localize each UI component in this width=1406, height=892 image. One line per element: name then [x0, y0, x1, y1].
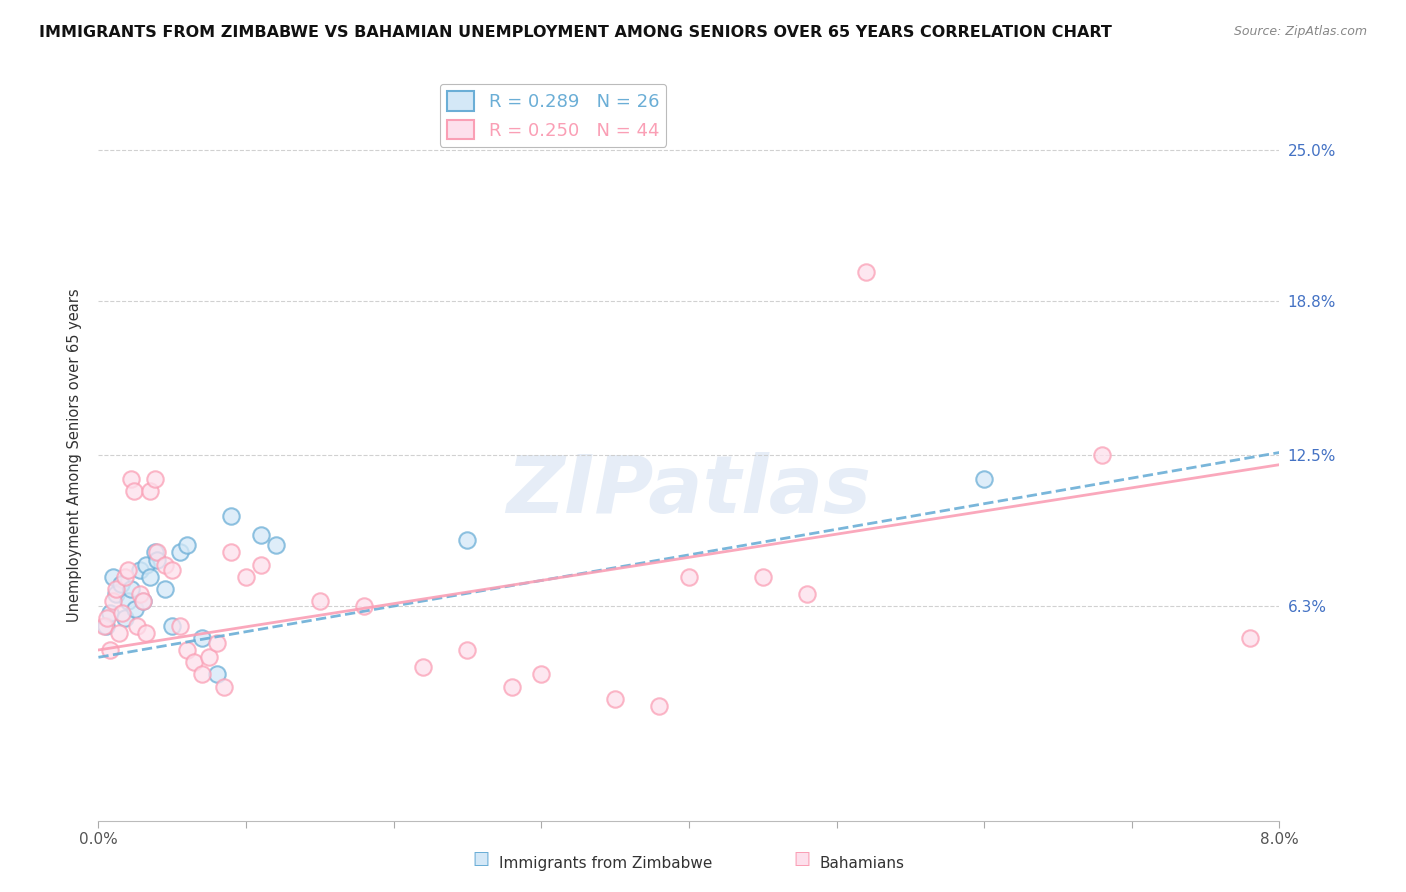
Point — [103, 594, 125, 608]
Point — [205, 635, 228, 649]
Point — [128, 562, 150, 576]
Point — [796, 587, 818, 601]
Point — [111, 607, 134, 621]
Text: Source: ZipAtlas.com: Source: ZipAtlas.com — [1233, 25, 1367, 38]
Point — [146, 545, 169, 559]
Point — [98, 643, 121, 657]
Text: □: □ — [472, 850, 489, 868]
Point — [162, 618, 183, 632]
Point — [250, 528, 273, 542]
Point — [117, 562, 139, 576]
Point — [1091, 448, 1114, 462]
Point — [128, 587, 150, 601]
Point — [117, 594, 139, 608]
Point — [191, 631, 214, 645]
Point — [191, 667, 214, 681]
Point — [973, 472, 995, 486]
Point — [143, 545, 166, 559]
Point — [120, 582, 142, 596]
Text: Immigrants from Zimbabwe: Immigrants from Zimbabwe — [499, 855, 713, 871]
Point — [212, 680, 235, 694]
Point — [176, 538, 198, 552]
Point — [105, 587, 128, 601]
Point — [146, 553, 169, 567]
Point — [353, 599, 375, 613]
Point — [103, 570, 125, 584]
Point — [143, 472, 166, 486]
Point — [94, 618, 117, 632]
Legend: R = 0.289   N = 26, R = 0.250   N = 44: R = 0.289 N = 26, R = 0.250 N = 44 — [440, 84, 666, 147]
Point — [221, 545, 243, 559]
Point — [132, 594, 155, 608]
Point — [114, 570, 136, 584]
Point — [678, 570, 700, 584]
Point — [110, 577, 132, 591]
Point — [93, 618, 115, 632]
Text: ■: ■ — [472, 850, 489, 868]
Point — [176, 643, 198, 657]
Point — [855, 265, 877, 279]
Point — [221, 508, 243, 523]
Text: ZIPatlas: ZIPatlas — [506, 452, 872, 531]
Point — [132, 594, 155, 608]
Point — [135, 626, 157, 640]
Point — [205, 667, 228, 681]
Point — [752, 570, 775, 584]
Point — [153, 558, 176, 572]
Point — [530, 667, 553, 681]
Point — [264, 538, 287, 552]
Point — [648, 699, 671, 714]
Point — [114, 611, 136, 625]
Text: IMMIGRANTS FROM ZIMBABWE VS BAHAMIAN UNEMPLOYMENT AMONG SENIORS OVER 65 YEARS CO: IMMIGRANTS FROM ZIMBABWE VS BAHAMIAN UNE… — [39, 25, 1112, 40]
Point — [309, 594, 332, 608]
Point — [135, 558, 157, 572]
Point — [605, 691, 627, 706]
Point — [457, 643, 479, 657]
Point — [96, 611, 118, 625]
Point — [169, 545, 191, 559]
Point — [122, 484, 145, 499]
Text: ■: ■ — [793, 850, 810, 868]
Point — [1239, 631, 1261, 645]
Point — [235, 570, 257, 584]
Point — [98, 607, 121, 621]
Point — [162, 562, 183, 576]
Text: □: □ — [793, 850, 810, 868]
Point — [139, 570, 162, 584]
Point — [105, 582, 128, 596]
Point — [501, 680, 523, 694]
Point — [125, 618, 148, 632]
Point — [457, 533, 479, 548]
Point — [198, 650, 221, 665]
Point — [108, 626, 131, 640]
Point — [183, 655, 205, 669]
Point — [153, 582, 176, 596]
Point — [412, 660, 434, 674]
Point — [124, 601, 146, 615]
Point — [250, 558, 273, 572]
Y-axis label: Unemployment Among Seniors over 65 years: Unemployment Among Seniors over 65 years — [67, 288, 83, 622]
Point — [139, 484, 162, 499]
Text: Bahamians: Bahamians — [820, 855, 904, 871]
Point — [169, 618, 191, 632]
Point — [120, 472, 142, 486]
